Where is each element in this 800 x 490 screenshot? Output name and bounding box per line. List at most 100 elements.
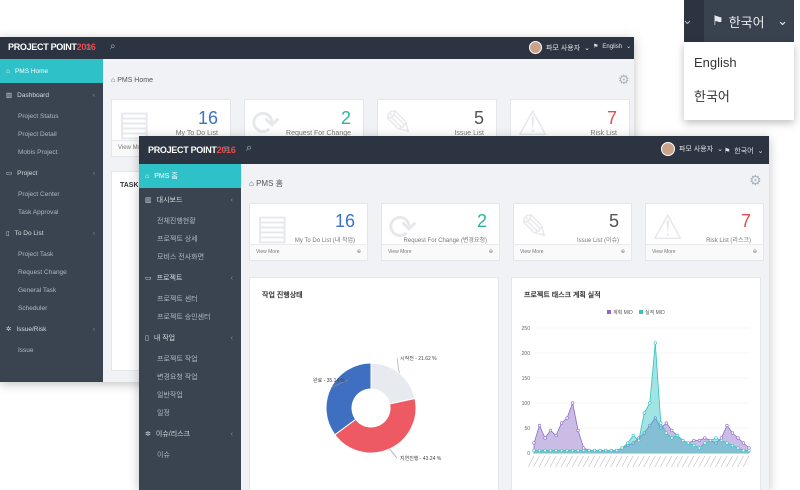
data-point[interactable]: [730, 443, 735, 448]
data-point[interactable]: [659, 426, 663, 430]
view-more-link[interactable]: View More: [520, 249, 544, 255]
card-footer[interactable]: View More ⊕: [250, 244, 367, 260]
data-point[interactable]: [741, 441, 746, 445]
back-user-menu[interactable]: 파모 사용자 ⌄: [529, 41, 590, 54]
data-point[interactable]: [681, 438, 685, 443]
data-point[interactable]: [692, 438, 696, 443]
data-point[interactable]: [559, 421, 564, 425]
sidebar-subitem[interactable]: General Task: [0, 281, 103, 299]
sidebar-subitem[interactable]: Project Center: [0, 185, 103, 203]
data-point[interactable]: [609, 448, 613, 453]
data-point[interactable]: [543, 436, 547, 440]
sidebar-item[interactable]: ▥ Dashboard ‹: [0, 83, 103, 107]
data-point[interactable]: [697, 446, 701, 450]
data-point[interactable]: [570, 401, 575, 405]
data-point[interactable]: [620, 446, 624, 450]
sidebar-item[interactable]: ▥ 대시보드 ‹: [139, 188, 241, 212]
sidebar-subitem[interactable]: Issue: [0, 341, 103, 359]
data-point[interactable]: [670, 436, 674, 440]
data-point[interactable]: [648, 423, 652, 428]
data-point[interactable]: [576, 448, 580, 453]
sidebar-subitem[interactable]: Request Change: [0, 263, 103, 281]
data-point[interactable]: [659, 421, 663, 425]
data-point[interactable]: [741, 448, 746, 453]
sidebar-item[interactable]: ▭ Project ‹: [0, 161, 103, 185]
sidebar-item[interactable]: ✲ 이슈/리스크 ‹: [139, 422, 241, 446]
data-point[interactable]: [631, 433, 635, 438]
data-point[interactable]: [664, 421, 668, 425]
data-point[interactable]: [554, 433, 558, 438]
language-option-korean[interactable]: 한국어: [694, 89, 730, 104]
data-point[interactable]: [653, 416, 657, 420]
data-point[interactable]: [537, 423, 542, 428]
data-point[interactable]: [703, 436, 707, 440]
menu-toggle-icon[interactable]: ≡: [223, 144, 229, 155]
sidebar-subitem[interactable]: 변경요청 작업: [139, 368, 241, 386]
data-point[interactable]: [675, 433, 679, 438]
sidebar-item[interactable]: ⌂ PMS Home: [0, 59, 103, 83]
sidebar-subitem[interactable]: Project Task: [0, 245, 103, 263]
data-point[interactable]: [548, 428, 553, 433]
data-point[interactable]: [686, 441, 690, 445]
data-point[interactable]: [642, 431, 646, 435]
language-dropdown-toggle[interactable]: ⚑ 한국어 ⌄: [704, 0, 794, 42]
data-point[interactable]: [570, 448, 575, 453]
data-point[interactable]: [532, 448, 536, 453]
front-user-menu[interactable]: 파모 사용자 ⌄: [661, 142, 723, 156]
pie-slice[interactable]: [334, 397, 417, 454]
data-point[interactable]: [565, 416, 569, 420]
data-point[interactable]: [642, 411, 646, 415]
data-point[interactable]: [714, 441, 718, 445]
sidebar-item[interactable]: ✲ Issue/Risk ‹: [0, 317, 103, 341]
pie-slice[interactable]: [370, 362, 416, 405]
data-point[interactable]: [548, 448, 553, 453]
data-point[interactable]: [543, 448, 547, 453]
sidebar-subitem[interactable]: 프로젝트 센터: [139, 290, 241, 308]
sidebar-subitem[interactable]: 일정: [139, 404, 241, 422]
sidebar-subitem[interactable]: Scheduler: [0, 299, 103, 317]
data-point[interactable]: [631, 441, 635, 445]
sidebar-item[interactable]: ▭ 프로젝트 ‹: [139, 266, 241, 290]
gear-icon[interactable]: ⚙: [749, 172, 762, 188]
back-language-menu[interactable]: ⚑ English ⌄: [593, 43, 631, 51]
data-point[interactable]: [692, 443, 696, 448]
card-footer[interactable]: View More ⊕: [646, 244, 763, 260]
view-more-link[interactable]: View More: [652, 249, 676, 255]
sidebar-subitem[interactable]: 일반작업: [139, 386, 241, 404]
sidebar-subitem[interactable]: Mobis Project: [0, 143, 103, 161]
data-point[interactable]: [714, 436, 718, 440]
sidebar-subitem[interactable]: Project Status: [0, 107, 103, 125]
data-point[interactable]: [736, 446, 740, 450]
summary-card[interactable]: ⟳ 2 Request For Change (변경요청) View More …: [381, 203, 500, 261]
language-option-english[interactable]: English: [694, 55, 737, 70]
summary-card[interactable]: ✎ 5 Issue List (이슈) View More ⊕: [513, 203, 632, 261]
data-point[interactable]: [598, 448, 602, 453]
view-more-link[interactable]: View More: [256, 249, 280, 255]
data-point[interactable]: [637, 438, 641, 443]
data-point[interactable]: [587, 448, 591, 453]
data-point[interactable]: [736, 436, 740, 440]
data-point[interactable]: [725, 423, 729, 428]
data-point[interactable]: [537, 448, 542, 453]
data-point[interactable]: [708, 438, 713, 443]
view-more-link[interactable]: View More: [388, 249, 412, 255]
card-footer[interactable]: View More ⊕: [382, 244, 499, 260]
data-point[interactable]: [626, 441, 630, 445]
sidebar-subitem[interactable]: Project Detail: [0, 125, 103, 143]
sidebar-item[interactable]: ▯ To Do List ‹: [0, 221, 103, 245]
data-point[interactable]: [653, 341, 657, 345]
sidebar-subitem[interactable]: 전체진행현황: [139, 212, 241, 230]
sidebar-item[interactable]: ▯ 내 작업 ‹: [139, 326, 241, 350]
data-point[interactable]: [565, 448, 569, 453]
data-point[interactable]: [725, 441, 729, 445]
view-more-link[interactable]: View More: [118, 145, 147, 151]
summary-card[interactable]: ⚠ 7 Risk List (리스크) View More ⊕: [645, 203, 764, 261]
data-point[interactable]: [593, 448, 597, 453]
sidebar-subitem[interactable]: Task Approval: [0, 203, 103, 221]
data-point[interactable]: [648, 401, 652, 405]
menu-toggle-icon[interactable]: ≡: [86, 42, 92, 52]
data-point[interactable]: [576, 428, 580, 433]
data-point[interactable]: [703, 441, 707, 445]
pie-slice[interactable]: [325, 362, 372, 436]
data-point[interactable]: [554, 448, 558, 453]
